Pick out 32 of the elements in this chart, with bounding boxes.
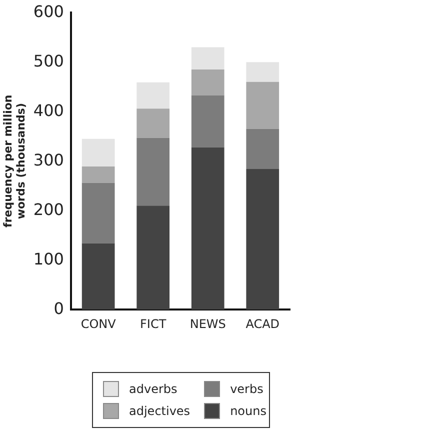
bar	[246, 82, 280, 129]
x-tick-label: NEWS	[190, 316, 226, 331]
x-tick-label: ACAD	[246, 316, 280, 331]
bar	[191, 147, 224, 310]
legend-label: adverbs	[129, 382, 178, 396]
bar	[191, 47, 224, 70]
bar	[246, 128, 280, 170]
legend-label: nouns	[230, 404, 266, 418]
bar	[136, 82, 170, 109]
bar	[246, 169, 280, 310]
legend-label: verbs	[230, 382, 264, 396]
y-tick-label: 500	[33, 51, 64, 70]
bar	[82, 182, 115, 244]
x-tick-label: FICT	[140, 316, 167, 331]
bar	[136, 138, 170, 206]
bar	[136, 108, 170, 138]
y-tick-label: 600	[33, 2, 64, 21]
legend-label: adjectives	[129, 404, 190, 418]
y-axis-title: frequency per million words (thousands)	[1, 94, 28, 228]
bar	[246, 62, 280, 82]
y-tick-label: 300	[33, 150, 64, 170]
y-tick-label: 0	[54, 298, 64, 318]
bar	[82, 166, 115, 183]
x-tick-label: CONV	[80, 316, 117, 331]
y-tick-label: 100	[33, 249, 64, 268]
bar	[136, 206, 170, 310]
bar	[82, 138, 115, 167]
y-tick-label: 200	[33, 200, 64, 219]
bar	[191, 95, 224, 148]
bar	[191, 70, 224, 96]
bar	[82, 243, 115, 310]
y-tick-label: 400	[33, 100, 64, 120]
